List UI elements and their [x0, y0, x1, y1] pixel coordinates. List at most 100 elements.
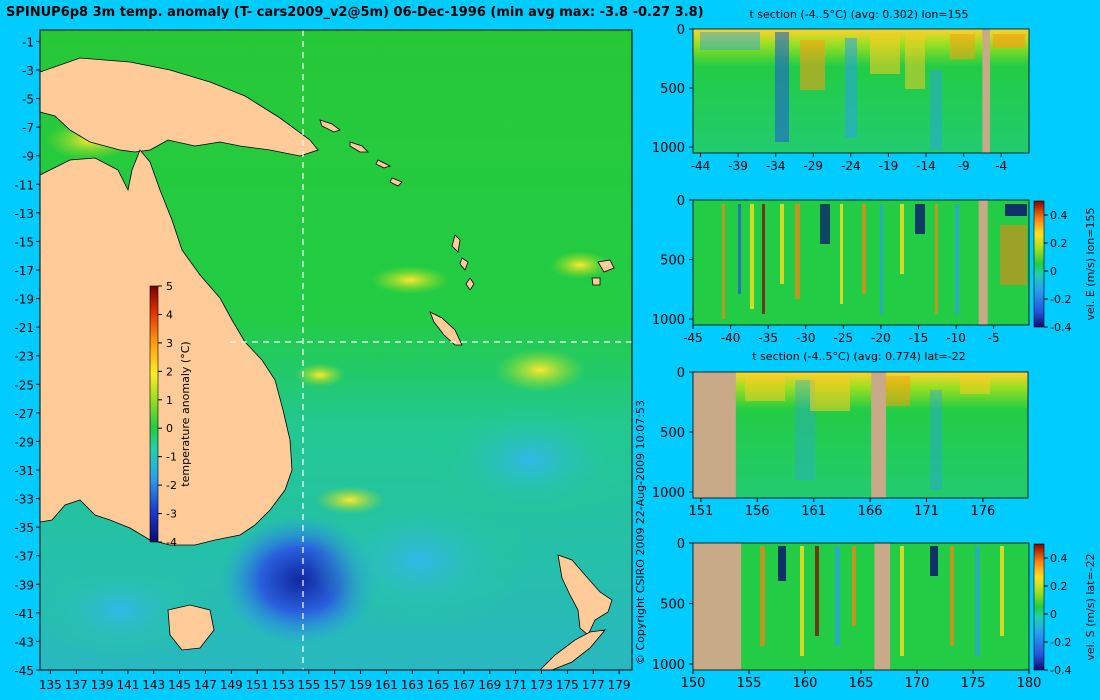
map-cbar-tick-label: 5 [166, 280, 173, 293]
section4-land-block [874, 543, 891, 670]
map-y-ticks: -1 -3 -5 -7 -9 -11 -13 -15 -17 -19 -21 -23 -25 -27 -29… [14, 35, 40, 678]
warm-anomaly-1 [495, 348, 585, 392]
section4-ytick-label: 500 [660, 597, 685, 612]
map-ytick-label: -39 [14, 578, 34, 592]
section2-ytick-label: 500 [660, 254, 685, 269]
section3-ytick-label: 0 [677, 366, 685, 381]
land-australia [40, 149, 293, 546]
section3-ytick-label: 500 [660, 426, 685, 441]
section3-title: t section (-4..5°C) (avg: 0.774) lat=-22 [752, 350, 965, 363]
section2-xtick-label: -20 [871, 331, 891, 345]
warm-anomaly-4 [315, 486, 385, 514]
map-xtick-label: 179 [608, 678, 631, 692]
map-ytick-label: -45 [14, 664, 34, 678]
section3-xtick-label: 176 [970, 504, 995, 519]
map-xtick-label: 175 [556, 678, 579, 692]
map-xtick-label: 173 [530, 678, 553, 692]
section1-xtick-label: -14 [916, 159, 936, 173]
section2-cbar-tick-label: 0.4 [1050, 209, 1068, 222]
section2-cbar-tick-label: 0.2 [1050, 237, 1068, 250]
section3-ytick-label: 1000 [652, 486, 685, 501]
map-panel: 135 137 139 141 143 145 147 149 151 153 155 157 159 1… [14, 29, 647, 692]
map-xtick-label: 165 [427, 678, 450, 692]
section2-land [978, 200, 988, 325]
section1-land [982, 29, 990, 153]
section2-frame [692, 199, 1030, 326]
copyright-note: © Copyright CSIRO 2009 22-Aug-2009 10:07… [634, 400, 647, 665]
section2-xtick-label: -15 [909, 331, 929, 345]
section3-land-block [693, 372, 736, 498]
section4-cbar-tick-label: 0 [1050, 608, 1057, 621]
section3-y-ticks: 0 500 1000 [652, 366, 693, 501]
map-cbar-tick-label: 3 [166, 337, 173, 350]
section1-xtick-label: -34 [766, 159, 786, 173]
map-ytick-label: -7 [22, 121, 34, 135]
map-xtick-label: 153 [272, 678, 295, 692]
map-ytick-label: -5 [22, 93, 34, 107]
map-xtick-label: 135 [39, 678, 62, 692]
map-cbar-tick-label: 0 [166, 422, 173, 435]
map-xtick-label: 171 [504, 678, 527, 692]
section4-cbar-tick-label: 0.4 [1050, 552, 1068, 565]
section4-xtick-label: 175 [961, 676, 986, 691]
map-ytick-label: -29 [14, 435, 34, 449]
map-xtick-label: 167 [453, 678, 476, 692]
section1-ytick-label: 1000 [652, 141, 685, 156]
map-ytick-label: -9 [22, 150, 34, 164]
section4-xtick-label: 180 [1017, 676, 1042, 691]
map-xtick-label: 159 [349, 678, 372, 692]
section4-colorbar: 0.4 0.2 0 -0.2 -0.4 vel. S (m/s) lat=-22 [1033, 543, 1097, 677]
map-colorbar-scale [149, 285, 159, 543]
main-title: SPINUP6p8 3m temp. anomaly (T- cars2009_… [6, 5, 704, 20]
map-cbar-tick-label: -2 [166, 479, 177, 492]
section2-xtick-label: -25 [834, 331, 854, 345]
section4-x-ticks: 150 155 160 165 170 175 180 [681, 670, 1042, 691]
section1-land-block [982, 29, 990, 153]
map-cbar-tick-label: 1 [166, 394, 173, 407]
map-xtick-label: 139 [91, 678, 114, 692]
section3-xtick-label: 171 [914, 504, 939, 519]
section4-xtick-label: 165 [849, 676, 874, 691]
map-xtick-label: 151 [246, 678, 269, 692]
section1-xtick-label: -44 [691, 159, 711, 173]
map-ytick-label: -21 [14, 321, 34, 335]
land-tasmania [167, 604, 215, 651]
map-colorbar-ticks: 5 4 3 2 1 0 -1 -2 -3 -4 [158, 280, 177, 549]
map-ytick-label: -43 [14, 635, 34, 649]
map-ytick-label: -17 [14, 264, 34, 278]
section4-cbar-tick-label: -0.2 [1050, 636, 1071, 649]
section-panel-4: 150 155 160 165 170 175 180 0 500 1000 0.4 0.2 0 -0… [652, 537, 1097, 691]
section4-field [693, 543, 1029, 670]
map-ytick-label: -13 [14, 207, 34, 221]
section3-xtick-label: 151 [688, 504, 713, 519]
section4-colorbar-scale [1033, 543, 1045, 671]
section4-colorbar-ticks: 0.4 0.2 0 -0.2 -0.4 [1044, 552, 1071, 677]
land-new-guinea [40, 57, 319, 157]
section2-cbar-tick-label: -0.4 [1050, 321, 1071, 334]
section4-y-ticks: 0 500 1000 [652, 537, 693, 673]
map-ytick-label: -37 [14, 550, 34, 564]
section4-xtick-label: 150 [681, 676, 706, 691]
section4-cbar-tick-label: 0.2 [1050, 580, 1068, 593]
section2-y-ticks: 0 500 1000 [652, 194, 693, 328]
map-ytick-label: -35 [14, 521, 34, 535]
section3-land-block [871, 372, 886, 498]
map-xtick-label: 141 [116, 678, 139, 692]
section1-ytick-label: 500 [660, 82, 685, 97]
section1-y-ticks: 0 500 1000 [652, 23, 693, 156]
section1-x-ticks: -44 -39 -34 -29 -24 -19 -14 -9 -4 [691, 153, 1007, 173]
map-xtick-label: 169 [478, 678, 501, 692]
map-ytick-label: -27 [14, 407, 34, 421]
section3-xtick-label: 161 [801, 504, 826, 519]
map-cbar-tick-label: 4 [166, 308, 173, 321]
section1-xtick-label: -19 [879, 159, 899, 173]
map-ytick-label: -23 [14, 350, 34, 364]
map-frame [39, 29, 633, 671]
map-ytick-label: -15 [14, 235, 34, 249]
map-ytick-label: -1 [22, 35, 34, 49]
map-cbar-tick-label: -1 [166, 451, 177, 464]
section-panel-3: t section (-4..5°C) (avg: 0.774) lat=-22… [652, 350, 1029, 519]
map-ytick-label: -41 [14, 607, 34, 621]
cool-anomaly-east [430, 400, 630, 520]
